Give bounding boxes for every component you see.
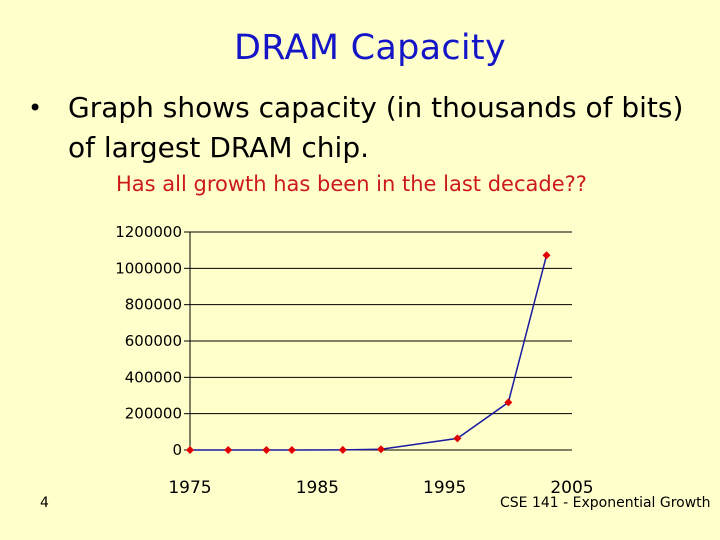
data-point	[186, 445, 194, 454]
bullet-point: • Graph shows capacity (in thousands of …	[28, 88, 698, 168]
bullet-text: Graph shows capacity (in thousands of bi…	[68, 91, 684, 164]
x-tick-label: 1985	[296, 478, 339, 498]
y-tick-label: 600000	[125, 332, 182, 350]
y-tick-label: 400000	[125, 368, 182, 386]
y-tick-label: 200000	[125, 405, 182, 423]
y-tick-label: 0	[172, 441, 182, 459]
x-tick-label: 1995	[423, 478, 466, 498]
slide-title: DRAM Capacity	[234, 28, 506, 68]
slide-number: 4	[40, 495, 49, 511]
data-point	[504, 398, 513, 407]
x-tick-label: 2005	[550, 478, 593, 498]
bullet-marker: •	[28, 94, 43, 122]
data-point	[542, 251, 551, 260]
data-point	[377, 445, 385, 454]
data-point	[224, 445, 233, 454]
series-line	[189, 255, 548, 451]
data-point	[262, 445, 271, 454]
y-tick-label: 800000	[125, 296, 182, 314]
data-point	[453, 434, 462, 443]
data-point	[338, 445, 347, 454]
y-tick-label: 1000000	[115, 259, 182, 277]
y-tick-label: 1200000	[115, 223, 182, 241]
callout-question: Has all growth has been in the last deca…	[116, 172, 587, 196]
footer-text: CSE 141 - Exponential Growth	[500, 495, 711, 511]
x-tick-label: 1975	[168, 478, 211, 498]
data-point	[287, 445, 296, 454]
